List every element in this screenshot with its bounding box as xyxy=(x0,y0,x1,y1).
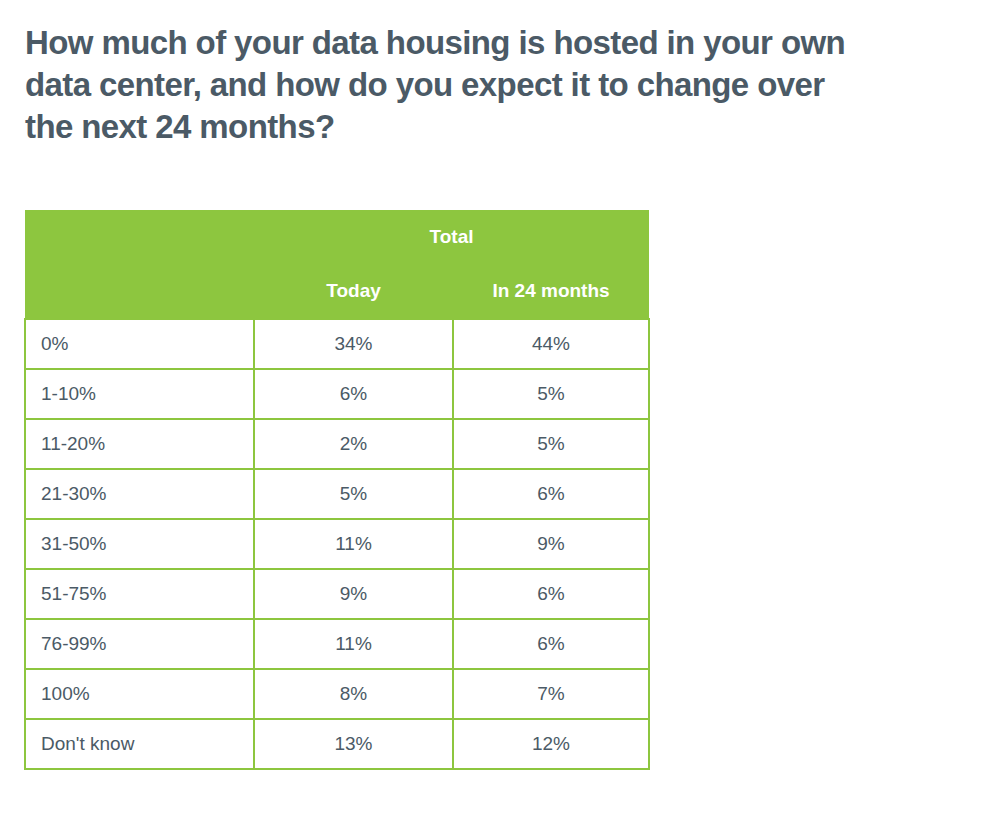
today-value: 11% xyxy=(254,519,453,569)
survey-results-table: Total Today In 24 months 0% 34% 44% 1-10… xyxy=(24,210,650,770)
table-body: 0% 34% 44% 1-10% 6% 5% 11-20% 2% 5% 21-3… xyxy=(25,319,649,769)
group-header-total: Total xyxy=(254,210,649,264)
today-value: 9% xyxy=(254,569,453,619)
report-page: How much of your data housing is hosted … xyxy=(0,0,1000,824)
table-header: Total Today In 24 months xyxy=(25,210,649,319)
page-title: How much of your data housing is hosted … xyxy=(25,22,845,148)
today-value: 34% xyxy=(254,319,453,369)
row-label: Don't know xyxy=(25,719,254,769)
column-header-spacer xyxy=(25,264,254,319)
group-header-row: Total xyxy=(25,210,649,264)
in-24-months-value: 5% xyxy=(453,369,649,419)
in-24-months-value: 6% xyxy=(453,569,649,619)
row-label: 51-75% xyxy=(25,569,254,619)
page-title-line-3: the next 24 months? xyxy=(25,106,845,148)
column-header-in-24-months: In 24 months xyxy=(453,264,649,319)
table-row: 31-50% 11% 9% xyxy=(25,519,649,569)
in-24-months-value: 12% xyxy=(453,719,649,769)
in-24-months-value: 6% xyxy=(453,469,649,519)
row-label: 21-30% xyxy=(25,469,254,519)
table-row: 11-20% 2% 5% xyxy=(25,419,649,469)
row-label: 1-10% xyxy=(25,369,254,419)
table-row: 51-75% 9% 6% xyxy=(25,569,649,619)
row-label: 31-50% xyxy=(25,519,254,569)
in-24-months-value: 44% xyxy=(453,319,649,369)
column-header-row: Today In 24 months xyxy=(25,264,649,319)
row-label: 100% xyxy=(25,669,254,719)
today-value: 6% xyxy=(254,369,453,419)
in-24-months-value: 9% xyxy=(453,519,649,569)
table-row: 21-30% 5% 6% xyxy=(25,469,649,519)
in-24-months-value: 5% xyxy=(453,419,649,469)
today-value: 2% xyxy=(254,419,453,469)
today-value: 11% xyxy=(254,619,453,669)
row-label: 11-20% xyxy=(25,419,254,469)
table-row: 76-99% 11% 6% xyxy=(25,619,649,669)
group-header-spacer xyxy=(25,210,254,264)
today-value: 5% xyxy=(254,469,453,519)
today-value: 8% xyxy=(254,669,453,719)
table-row: 100% 8% 7% xyxy=(25,669,649,719)
in-24-months-value: 6% xyxy=(453,619,649,669)
page-title-line-1: How much of your data housing is hosted … xyxy=(25,22,845,64)
table-row: 0% 34% 44% xyxy=(25,319,649,369)
in-24-months-value: 7% xyxy=(453,669,649,719)
column-header-today: Today xyxy=(254,264,453,319)
table-row: Don't know 13% 12% xyxy=(25,719,649,769)
table-row: 1-10% 6% 5% xyxy=(25,369,649,419)
row-label: 76-99% xyxy=(25,619,254,669)
row-label: 0% xyxy=(25,319,254,369)
today-value: 13% xyxy=(254,719,453,769)
page-title-line-2: data center, and how do you expect it to… xyxy=(25,64,845,106)
